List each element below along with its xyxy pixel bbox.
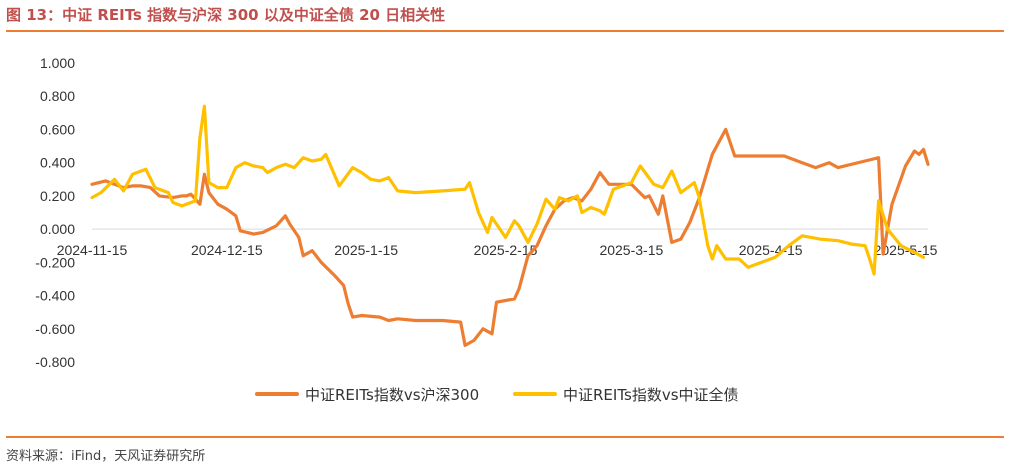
- y-tick-label: -0.200: [35, 254, 75, 270]
- x-tick-label: 2025-2-15: [474, 242, 538, 258]
- y-tick-label: 0.600: [40, 121, 75, 137]
- legend: 中证REITs指数vs沪深300 中证REITs指数vs中证全债: [255, 386, 739, 404]
- y-tick-label: 0.200: [40, 188, 75, 204]
- legend-label-1: 中证REITs指数vs沪深300: [305, 386, 479, 404]
- y-tick-label: -0.600: [35, 321, 75, 337]
- x-tick-label: 2025-1-15: [334, 242, 398, 258]
- x-tick-label: 2024-12-15: [191, 242, 263, 258]
- y-tick-label: 0.800: [40, 88, 75, 104]
- y-tick-label: 0.000: [40, 221, 75, 237]
- x-tick-label: 2024-11-15: [57, 242, 128, 258]
- y-tick-label: 0.400: [40, 155, 75, 171]
- y-axis-ticks: 1.000 0.800 0.600 0.400 0.200 0.000 -0.200 -0.4…: [35, 55, 75, 370]
- series-lines: [90, 104, 930, 347]
- series-line-2: [90, 104, 926, 276]
- x-tick-label: 2025-4-15: [739, 242, 803, 258]
- y-tick-label: -0.400: [35, 288, 75, 304]
- y-tick-label: -0.800: [35, 354, 75, 370]
- y-tick-label: 1.000: [40, 55, 75, 71]
- figure-title: 图 13：中证 REITs 指数与沪深 300 以及中证全债 20 日相关性: [6, 6, 446, 24]
- bottom-rule: [6, 436, 1004, 438]
- legend-label-2: 中证REITs指数vs中证全债: [563, 386, 739, 404]
- series-line-1: [90, 127, 930, 347]
- x-tick-label: 2025-5-15: [874, 242, 938, 258]
- x-tick-label: 2025-3-15: [599, 242, 663, 258]
- top-rule: [6, 30, 1004, 32]
- source-note: 资料来源：iFind，天风证券研究所: [6, 449, 206, 464]
- x-axis-ticks: 2024-11-15 2024-12-15 2025-1-15 2025-2-15 20…: [57, 242, 938, 258]
- correlation-line-chart: 1.000 0.800 0.600 0.400 0.200 0.000 -0.200 -0.4…: [35, 55, 938, 404]
